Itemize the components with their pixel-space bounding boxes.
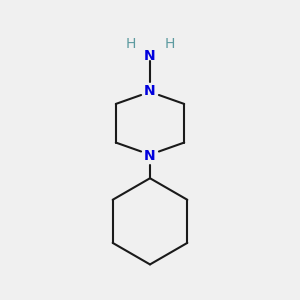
Text: H: H: [164, 38, 175, 52]
Text: H: H: [125, 38, 136, 52]
Text: N: N: [144, 149, 156, 163]
Text: N: N: [144, 84, 156, 98]
Text: N: N: [144, 50, 156, 63]
